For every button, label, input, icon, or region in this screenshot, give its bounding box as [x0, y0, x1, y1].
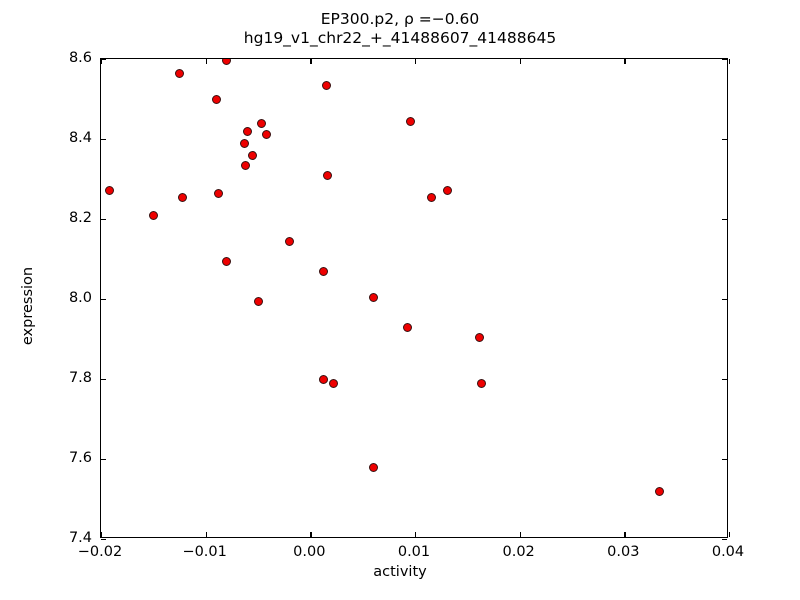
x-axis-tick	[101, 532, 103, 537]
data-point	[222, 257, 232, 267]
data-point	[368, 293, 378, 303]
chart-title-line-2: hg19_v1_chr22_+_41488607_41488645	[243, 29, 557, 48]
y-axis-tick-right	[722, 219, 727, 221]
y-axis-tick	[101, 299, 106, 301]
y-axis-tick-right	[722, 539, 727, 541]
x-axis-tick	[205, 532, 207, 537]
data-point	[239, 138, 249, 148]
y-axis-tick-label: 8.0	[68, 290, 92, 306]
data-point	[403, 322, 413, 332]
data-point	[175, 68, 184, 78]
data-point	[427, 193, 437, 203]
x-axis-tick-top	[519, 59, 521, 64]
data-point	[240, 161, 250, 171]
data-point	[253, 297, 263, 307]
plot-axes-frame	[100, 58, 731, 541]
y-axis-tick-label: 8.2	[68, 210, 92, 226]
data-point	[213, 189, 223, 199]
data-point	[328, 378, 338, 388]
x-axis-tick-top	[624, 59, 626, 64]
x-axis-tick-label: 0.00	[293, 544, 326, 560]
data-point	[261, 129, 271, 139]
chart-title-line-1: EP300.p2, ρ =−0.60	[320, 10, 480, 28]
data-point	[442, 185, 452, 195]
data-point	[256, 118, 266, 128]
y-axis-tick-right	[722, 139, 727, 141]
chart-title: EP300.p2, ρ =−0.60 hg19_v1_chr22_+_41488…	[0, 10, 800, 48]
y-axis-tick-right	[722, 299, 727, 301]
data-point	[368, 463, 378, 473]
data-point	[243, 126, 253, 136]
y-axis-tick	[101, 379, 106, 381]
data-point	[148, 210, 158, 220]
x-axis-tick	[729, 532, 731, 537]
x-axis-tick-top	[101, 59, 103, 64]
y-axis-tick	[101, 539, 106, 541]
x-axis-tick-label: 0.04	[711, 544, 745, 560]
data-point	[211, 94, 221, 104]
y-axis-tick-label: 7.8	[68, 370, 92, 386]
y-axis-tick-right	[722, 459, 727, 461]
data-point	[178, 193, 188, 203]
y-axis-tick	[101, 459, 106, 461]
y-axis-tick-label: 8.6	[68, 50, 92, 66]
plot-data-area	[101, 59, 727, 537]
data-point	[248, 150, 258, 160]
data-point	[222, 59, 232, 66]
x-axis-label: activity	[373, 564, 427, 580]
x-axis-tick-label: −0.02	[77, 544, 123, 560]
x-axis-tick	[519, 532, 521, 537]
y-axis-tick-right	[722, 379, 727, 381]
data-point	[655, 486, 665, 496]
y-axis-tick	[101, 59, 106, 61]
data-point	[322, 170, 332, 180]
data-point	[284, 237, 294, 247]
data-point	[321, 80, 331, 90]
y-axis-tick-label: 7.4	[68, 530, 92, 546]
y-axis-tick	[101, 219, 106, 221]
x-axis-tick-top	[205, 59, 207, 64]
y-axis-tick	[101, 139, 106, 141]
x-axis-tick	[310, 532, 312, 537]
y-axis-tick-right	[722, 59, 727, 61]
x-axis-tick-top	[729, 59, 731, 64]
x-axis-tick	[624, 532, 626, 537]
y-axis-tick-label: 7.6	[68, 450, 92, 466]
x-axis-tick-label: −0.01	[182, 544, 227, 560]
x-axis-tick-top	[415, 59, 417, 64]
data-point	[475, 332, 485, 342]
x-axis-tick	[415, 532, 417, 537]
data-point	[104, 185, 114, 195]
data-point	[319, 374, 329, 384]
x-axis-tick-label: 0.01	[397, 544, 431, 560]
x-axis-tick-top	[310, 59, 312, 64]
data-point	[406, 117, 416, 127]
data-point	[477, 378, 487, 388]
data-point	[319, 267, 329, 277]
y-axis-tick-label: 8.4	[68, 130, 92, 146]
x-axis-tick-label: 0.02	[502, 544, 535, 560]
y-axis-label: expression	[20, 266, 36, 346]
x-axis-tick-label: 0.03	[607, 544, 640, 560]
